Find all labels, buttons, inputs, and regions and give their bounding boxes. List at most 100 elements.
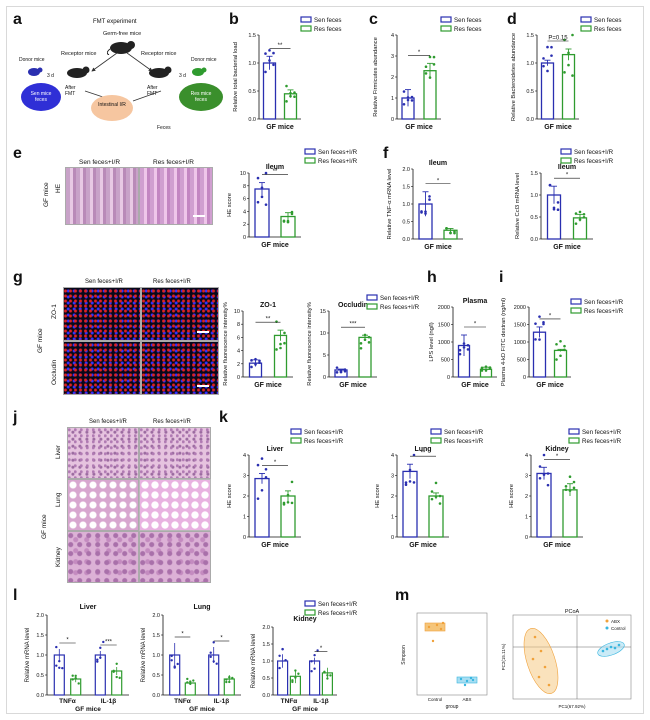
data-point (402, 102, 406, 106)
legend-label-res: Res feces+I/R (318, 158, 358, 165)
legend-swatch-sen (430, 428, 442, 435)
chart-k-lung: 0 1 2 3 4 ** GF mice HE score Lung Sen feces+I/R R… (375, 428, 484, 549)
data-point (258, 361, 261, 365)
data-point (420, 210, 423, 213)
data-point (258, 359, 261, 363)
chart-title: Lung (414, 446, 431, 453)
category-label: TNFα (174, 698, 191, 705)
data-point (408, 480, 412, 483)
j-row3-label: Kidney (55, 547, 62, 567)
data-point (359, 342, 363, 345)
data-point (564, 485, 568, 488)
data-point (463, 683, 467, 687)
sig-label: * (556, 454, 559, 460)
data-point (548, 183, 552, 187)
legend-label-sen: Sen feces+I/R (380, 295, 420, 302)
j-col2: Res feces+I/R (153, 419, 191, 425)
data-point (537, 675, 541, 679)
y-tick-label: 1500 (438, 323, 450, 329)
data-point (209, 655, 212, 659)
chart-title: Ileum (429, 160, 447, 167)
data-point (326, 677, 329, 680)
y-tick-label: 2 (243, 494, 246, 500)
data-point (283, 331, 286, 335)
data-point (254, 363, 257, 366)
y-tick-label: 6 (243, 197, 246, 203)
panel-letter-g: g (13, 269, 23, 286)
y-tick-label: 1.0 (530, 193, 538, 199)
y-tick-label: 500 (441, 358, 450, 364)
data-point (406, 98, 410, 102)
data-point (613, 646, 617, 650)
data-point (542, 453, 546, 457)
chart-c: 0 1 2 3 4 * GF mice Relative Firmicutes abundan… (373, 16, 482, 131)
panel-letter-j: j (13, 409, 18, 426)
data-point (264, 52, 267, 55)
y-label: Relative Bacteroidetes abundance (511, 33, 517, 121)
y-tick-label: 3 (391, 54, 394, 60)
data-point (435, 623, 439, 627)
legend-label-res: Res feces (594, 26, 622, 33)
x-tick-label: ABX (462, 697, 471, 702)
data-point (601, 649, 605, 653)
data-point (282, 503, 286, 506)
data-point (410, 99, 414, 102)
chart-e: 0 2 4 6 8 10 ** GF mice HE score Ileum Sen feces+I… (227, 148, 358, 249)
data-point (438, 502, 442, 505)
data-point (428, 76, 432, 79)
y-tick-label: 1000 (438, 340, 450, 346)
data-point (74, 674, 77, 678)
data-point (74, 676, 77, 680)
data-point (469, 676, 473, 680)
legend-label-sen: Sen feces+I/R (584, 299, 624, 306)
y-label: Relative mRNA level (141, 628, 147, 683)
data-point (459, 677, 463, 681)
legend-swatch-res (430, 437, 442, 444)
y-tick-label: 0 (391, 117, 394, 123)
data-point (118, 676, 121, 680)
data-point (286, 493, 290, 497)
j-row1-label: Liver (55, 444, 62, 459)
data-point (458, 352, 462, 356)
scale-bar (197, 331, 209, 333)
data-point (427, 625, 431, 629)
mouse-icon (107, 41, 135, 55)
figure-frame: a b c d FMT experiment Germ-free mice Re… (6, 6, 644, 714)
data-point (283, 341, 286, 345)
category-label: IL-1β (101, 698, 117, 705)
y-tick-label: 0.5 (402, 220, 410, 226)
panel-letter-f: f (383, 145, 389, 162)
g-row2-label: Occludin (51, 359, 58, 385)
data-point (404, 483, 408, 487)
data-point (484, 365, 488, 368)
legend-dot-abx (605, 619, 609, 623)
chart-title: ZO-1 (260, 302, 276, 309)
data-point (568, 475, 572, 478)
chart-title: Ileum (558, 164, 576, 171)
legend-swatch-res (570, 307, 582, 314)
data-point (434, 481, 438, 485)
panel-letter-d: d (507, 11, 517, 28)
x-label: GF mice (543, 542, 571, 549)
legend-swatch-res (440, 25, 452, 32)
y-tick-label: 2 (237, 362, 240, 368)
legend-swatch-res (580, 25, 592, 32)
data-point (260, 186, 264, 190)
legend-swatch-res (304, 609, 316, 616)
category-label: TNFα (281, 698, 298, 705)
sig-label: * (474, 322, 477, 328)
data-point (272, 51, 275, 55)
he-lung-sen-image (67, 479, 139, 531)
sig-label: * (220, 636, 223, 642)
data-point (424, 65, 428, 69)
y-tick-label: 5 (323, 353, 326, 359)
legend-swatch-res (560, 157, 572, 164)
data-point (574, 212, 578, 215)
data-point (264, 171, 268, 175)
y-label: Simpson (401, 645, 407, 665)
data-point (564, 488, 568, 491)
sig-label: * (274, 460, 277, 466)
y-tick-label: 2.0 (262, 625, 270, 631)
data-point (170, 659, 173, 662)
